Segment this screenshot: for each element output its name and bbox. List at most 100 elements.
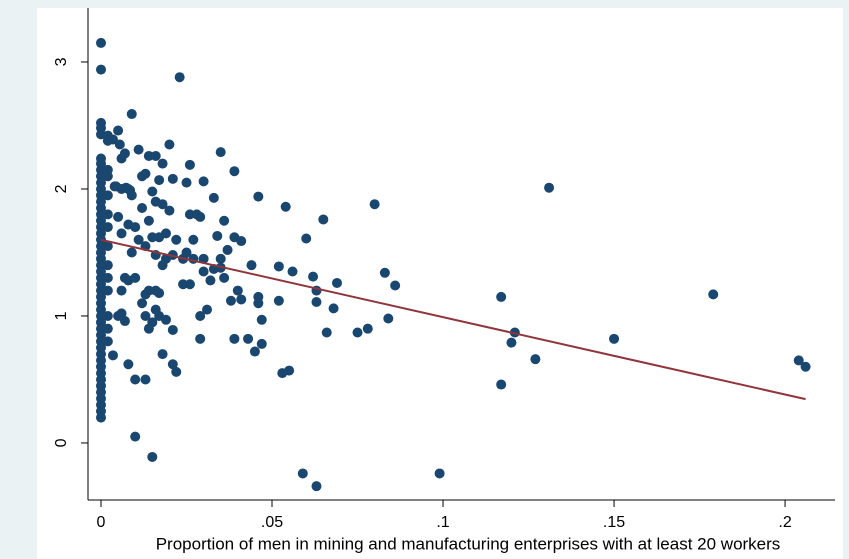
point — [184, 159, 195, 170]
point — [256, 314, 267, 325]
point — [198, 266, 209, 277]
graph-region — [37, 8, 843, 559]
point — [140, 374, 151, 385]
x-tick-label: 0 — [97, 514, 106, 531]
point — [174, 72, 185, 83]
x-axis-label: Proportion of men in mining and manufact… — [156, 534, 781, 553]
point — [390, 280, 401, 291]
fit-line — [100, 238, 806, 401]
point — [215, 253, 226, 264]
point — [383, 313, 394, 324]
x-tick-label: .05 — [261, 514, 283, 531]
x-tick-label: .1 — [436, 514, 449, 531]
point — [229, 333, 240, 344]
point — [102, 336, 113, 347]
point — [113, 211, 124, 222]
point — [119, 272, 130, 283]
point — [287, 266, 298, 277]
point — [369, 199, 380, 210]
point — [167, 324, 178, 335]
point — [116, 285, 127, 296]
point — [297, 468, 308, 479]
point — [321, 327, 332, 338]
point — [140, 289, 151, 300]
point — [126, 190, 137, 201]
point — [225, 295, 236, 306]
point — [236, 236, 247, 247]
point — [544, 182, 555, 193]
point — [102, 171, 113, 182]
point — [150, 196, 161, 207]
point — [171, 366, 182, 377]
point — [219, 215, 230, 226]
point — [133, 144, 144, 155]
point — [318, 214, 329, 225]
x-tick-label: .2 — [778, 514, 791, 531]
point — [181, 247, 192, 258]
point — [609, 333, 620, 344]
point — [208, 192, 219, 203]
point — [253, 191, 264, 202]
point — [114, 139, 125, 150]
point — [198, 176, 209, 187]
point — [246, 260, 257, 271]
point — [195, 211, 206, 222]
point — [708, 289, 719, 300]
point — [150, 150, 161, 161]
point — [157, 158, 168, 169]
point — [236, 294, 247, 305]
point — [280, 201, 291, 212]
point — [140, 168, 151, 179]
point — [116, 228, 127, 239]
point — [308, 271, 319, 282]
point — [530, 354, 541, 365]
point — [171, 234, 182, 245]
point — [116, 308, 127, 319]
point — [95, 37, 106, 48]
point — [232, 285, 243, 296]
point — [102, 272, 113, 283]
point — [140, 310, 151, 321]
point — [137, 203, 148, 214]
point — [800, 361, 811, 372]
point — [198, 253, 209, 264]
point — [311, 481, 322, 492]
point — [506, 337, 517, 348]
point — [167, 359, 178, 370]
point — [102, 222, 113, 233]
point — [301, 233, 312, 244]
point — [178, 279, 189, 290]
point — [107, 350, 118, 361]
point — [273, 295, 284, 306]
point — [243, 333, 254, 344]
point — [160, 228, 171, 239]
point — [311, 297, 322, 308]
point — [154, 288, 165, 299]
point — [202, 304, 213, 315]
point — [154, 175, 165, 186]
point — [143, 323, 154, 334]
point — [379, 267, 390, 278]
point — [143, 150, 154, 161]
point — [184, 279, 195, 290]
point — [362, 323, 373, 334]
point — [107, 134, 118, 145]
point — [102, 209, 113, 220]
point — [123, 219, 134, 230]
point — [102, 241, 113, 252]
y-tick-label: 2 — [53, 184, 70, 193]
point — [256, 338, 267, 349]
point — [215, 147, 226, 158]
point — [102, 285, 113, 296]
point — [332, 277, 342, 288]
point — [219, 272, 230, 283]
point — [496, 379, 507, 390]
point — [222, 244, 233, 255]
point — [119, 316, 130, 327]
point — [253, 298, 264, 309]
point — [95, 412, 106, 423]
point — [434, 468, 445, 479]
point — [188, 234, 199, 245]
